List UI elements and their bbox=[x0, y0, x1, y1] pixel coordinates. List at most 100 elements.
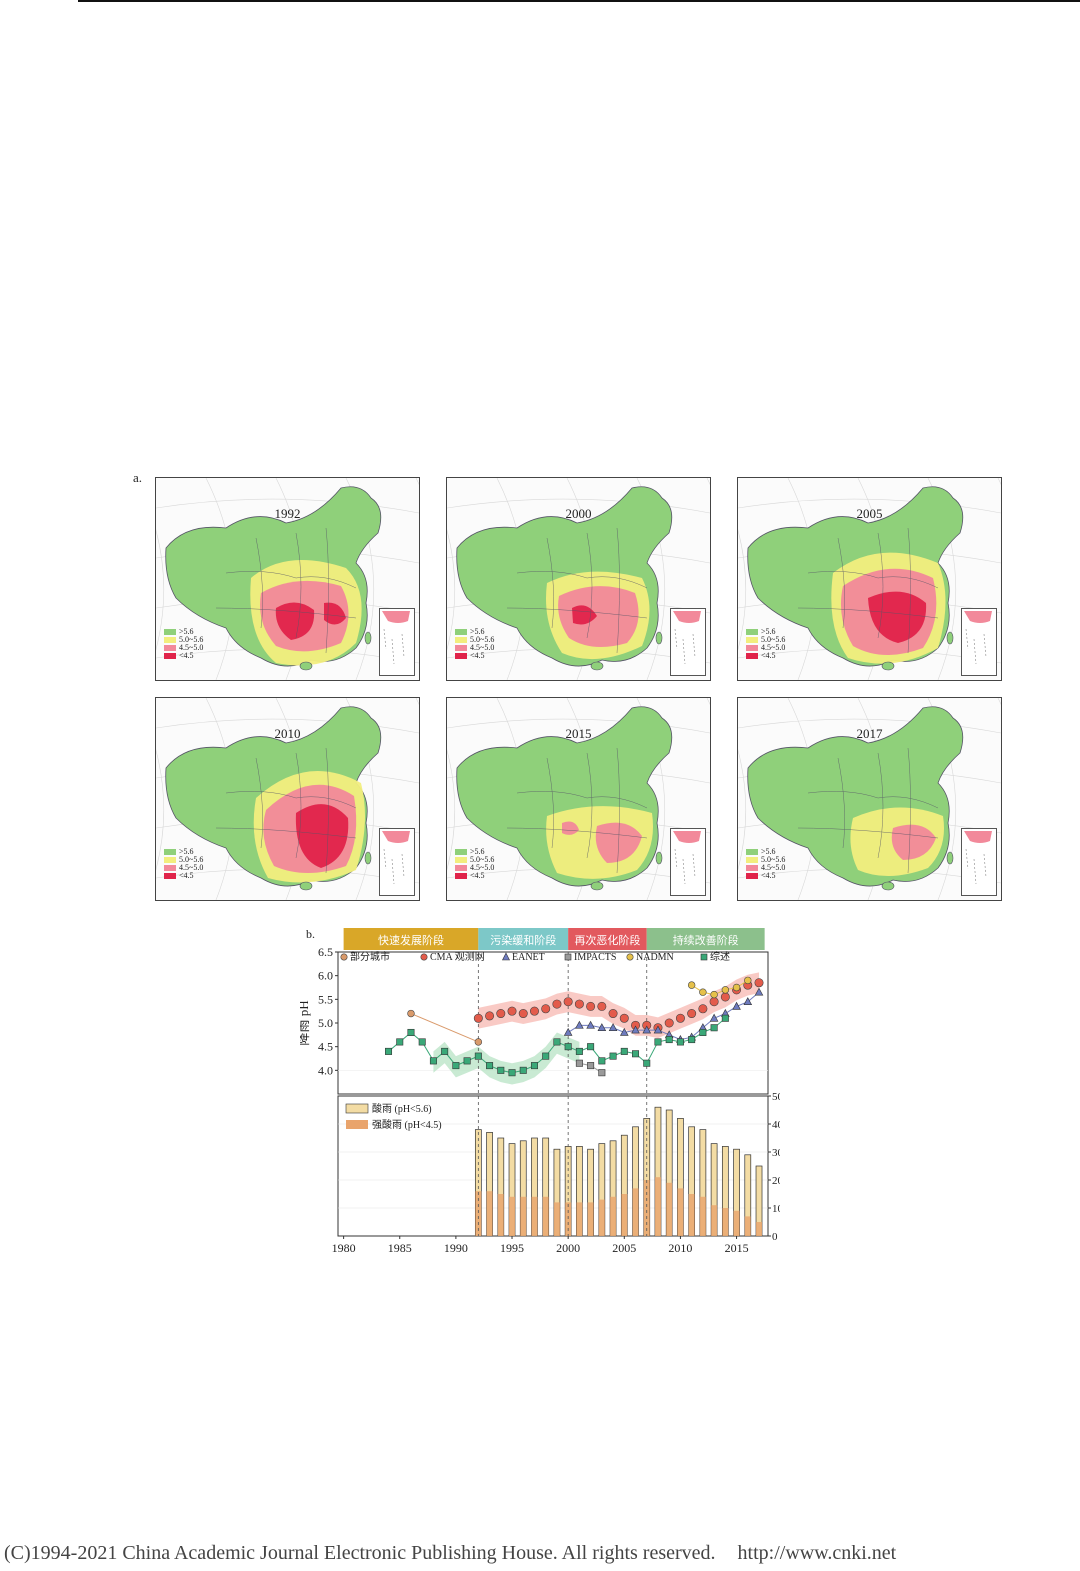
series-5-point bbox=[643, 1059, 651, 1067]
legend-swatch bbox=[455, 645, 467, 651]
strong-acid-rain-bar bbox=[677, 1188, 684, 1236]
legend-label: IMPACTS bbox=[574, 952, 616, 963]
legend-label: 4.5~5.0 bbox=[761, 863, 786, 872]
series-5-point bbox=[676, 1038, 684, 1046]
y2-tick-label: 0 bbox=[772, 1231, 778, 1243]
series-1-point bbox=[698, 1004, 708, 1014]
series-1-point bbox=[597, 1001, 607, 1011]
legend-entry: 5.0~5.6 bbox=[746, 636, 785, 644]
series-4-point bbox=[732, 983, 741, 992]
copyright-footer: (C)1994-2021 China Academic Journal Elec… bbox=[0, 1542, 1080, 1565]
top-panel-frame bbox=[337, 951, 769, 1095]
legend-entry: 5.0~5.6 bbox=[164, 636, 203, 644]
legend-entry: 4.5~5.0 bbox=[164, 644, 203, 652]
legend-entry: >5.6 bbox=[164, 848, 203, 856]
legend-swatch bbox=[346, 1120, 368, 1129]
x-tick-label: 1995 bbox=[500, 1241, 524, 1255]
legend-label: >5.6 bbox=[761, 847, 776, 856]
series-0-point bbox=[474, 1038, 483, 1046]
legend-swatch bbox=[345, 1103, 369, 1114]
series-1-point bbox=[496, 1009, 506, 1019]
legend-label: 4.5~5.0 bbox=[179, 863, 204, 872]
strong-acid-rain-bar bbox=[576, 1202, 583, 1236]
strong-acid-rain-bar bbox=[688, 1194, 695, 1236]
acid-rain-map-2000: 2000 >5.6 5.0~5.6 4.5~5.0 <4.5 bbox=[446, 477, 711, 681]
legend-entry: 5.0~5.6 bbox=[746, 856, 785, 864]
strong-acid-rain-bar bbox=[531, 1196, 538, 1236]
map-year-label: 2015 bbox=[565, 726, 592, 741]
strong-acid-rain-bar bbox=[621, 1194, 628, 1236]
legend-swatch bbox=[164, 653, 176, 659]
series-3-point bbox=[587, 1062, 595, 1070]
y-tick-label: 6.5 bbox=[318, 945, 333, 959]
map-year-label: 1992 bbox=[274, 506, 301, 521]
cma-uncertainty-band bbox=[478, 972, 760, 1039]
series-2-point bbox=[608, 1023, 618, 1032]
legend-swatch bbox=[164, 865, 176, 871]
series-5-point bbox=[632, 1050, 640, 1058]
legend-entry: 4.5~5.0 bbox=[455, 644, 494, 652]
series-4-point bbox=[699, 988, 707, 996]
y-axis-label-ph: 降雨 pH bbox=[300, 1000, 311, 1045]
series-0-line bbox=[410, 1013, 479, 1043]
series-5-point bbox=[508, 1069, 516, 1077]
legend-entry: 5.0~5.6 bbox=[164, 856, 203, 864]
legend-entry: <4.5 bbox=[455, 652, 494, 660]
series-5-point bbox=[418, 1038, 426, 1046]
series-5-point bbox=[699, 1028, 707, 1036]
y-tick-label: 4.5 bbox=[318, 1040, 333, 1054]
legend-label: 强酸雨 (pH<4.5) bbox=[372, 1118, 442, 1131]
strong-acid-rain-bar bbox=[486, 1191, 493, 1236]
strong-acid-rain-bar bbox=[643, 1180, 650, 1236]
legend-label: 酸雨 (pH<5.6) bbox=[372, 1102, 432, 1115]
series-5-point bbox=[497, 1066, 505, 1074]
legend-label: 5.0~5.6 bbox=[470, 635, 495, 644]
legend-entry: <4.5 bbox=[164, 652, 203, 660]
legend-marker bbox=[502, 952, 510, 961]
legend-marker bbox=[340, 953, 348, 961]
series-5-point bbox=[564, 1043, 572, 1051]
series-5-point bbox=[710, 1024, 718, 1032]
y2-tick-label: 20% bbox=[772, 1175, 780, 1187]
stage-label: 快速发展阶段 bbox=[378, 933, 444, 947]
legend-entry: >5.6 bbox=[746, 848, 785, 856]
series-5-point bbox=[519, 1066, 527, 1074]
series-2-point bbox=[586, 1020, 595, 1029]
y-tick-label: 5.0 bbox=[318, 1016, 333, 1030]
review-uncertainty-band bbox=[433, 1032, 580, 1085]
legend-entry: 5.0~5.6 bbox=[455, 856, 494, 864]
series-1-point bbox=[529, 1006, 539, 1016]
strong-acid-rain-bar bbox=[654, 1177, 661, 1236]
strong-acid-rain-bar bbox=[565, 1202, 572, 1236]
y2-tick-label: 50% bbox=[772, 1091, 780, 1103]
figure-a-label: a. bbox=[133, 470, 143, 485]
series-3-point bbox=[598, 1069, 606, 1077]
x-tick-label: 2005 bbox=[612, 1241, 636, 1255]
legend-entry: >5.6 bbox=[164, 628, 203, 636]
legend-label: <4.5 bbox=[470, 651, 485, 660]
series-1-point bbox=[586, 1001, 596, 1011]
y2-tick-label: 30% bbox=[772, 1147, 780, 1159]
legend-label: >5.6 bbox=[470, 847, 485, 856]
series-5-point bbox=[542, 1052, 550, 1060]
series-4-point bbox=[710, 990, 718, 999]
stage-band bbox=[568, 928, 647, 950]
series-5-point bbox=[530, 1062, 538, 1070]
legend-entry: 4.5~5.0 bbox=[455, 864, 494, 872]
series-2-point bbox=[597, 1023, 607, 1032]
strong-acid-rain-bar bbox=[509, 1196, 516, 1236]
legend-entry: 4.5~5.0 bbox=[164, 864, 203, 872]
stage-label: 持续改善阶段 bbox=[673, 933, 739, 947]
series-2-point bbox=[743, 997, 753, 1005]
series-4-point bbox=[687, 981, 696, 989]
series-5-point bbox=[452, 1062, 460, 1070]
legend-label: NADMN bbox=[636, 952, 674, 963]
legend-entry: >5.6 bbox=[455, 848, 494, 856]
map-year-label: 2000 bbox=[565, 506, 592, 521]
legend-label: 5.0~5.6 bbox=[179, 855, 204, 864]
series-5-point bbox=[396, 1038, 404, 1046]
legend-swatch bbox=[746, 637, 758, 643]
legend-label: 4.5~5.0 bbox=[179, 643, 204, 652]
series-5-point bbox=[385, 1047, 393, 1055]
